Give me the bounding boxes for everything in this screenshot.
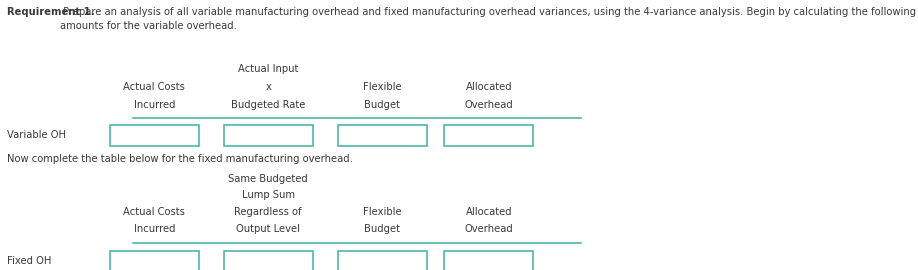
Text: Overhead: Overhead: [465, 100, 513, 110]
Text: Allocated: Allocated: [465, 207, 512, 217]
Text: Actual Costs: Actual Costs: [123, 82, 185, 92]
Text: Allocated: Allocated: [465, 82, 512, 92]
FancyBboxPatch shape: [338, 251, 427, 270]
FancyBboxPatch shape: [224, 251, 313, 270]
Text: Incurred: Incurred: [134, 224, 175, 234]
Text: Requirement 1.: Requirement 1.: [7, 7, 95, 17]
Text: Actual Input: Actual Input: [238, 65, 298, 75]
Text: Fixed OH: Fixed OH: [7, 256, 51, 266]
Text: x: x: [265, 82, 271, 92]
Text: Prepare an analysis of all variable manufacturing overhead and fixed manufacturi: Prepare an analysis of all variable manu…: [61, 7, 916, 31]
FancyBboxPatch shape: [444, 125, 533, 146]
FancyBboxPatch shape: [224, 125, 313, 146]
Text: Output Level: Output Level: [236, 224, 300, 234]
FancyBboxPatch shape: [338, 125, 427, 146]
Text: Budget: Budget: [364, 224, 400, 234]
FancyBboxPatch shape: [444, 251, 533, 270]
Text: Flexible: Flexible: [363, 82, 401, 92]
Text: Budget: Budget: [364, 100, 400, 110]
Text: Flexible: Flexible: [363, 207, 401, 217]
Text: Actual Costs: Actual Costs: [123, 207, 185, 217]
Text: Budgeted Rate: Budgeted Rate: [231, 100, 306, 110]
Text: Incurred: Incurred: [134, 100, 175, 110]
Text: Lump Sum: Lump Sum: [241, 190, 295, 200]
Text: Regardless of: Regardless of: [234, 207, 302, 217]
Text: Now complete the table below for the fixed manufacturing overhead.: Now complete the table below for the fix…: [7, 154, 353, 164]
Text: Same Budgeted: Same Budgeted: [229, 174, 308, 184]
Text: Overhead: Overhead: [465, 224, 513, 234]
Text: Variable OH: Variable OH: [7, 130, 66, 140]
FancyBboxPatch shape: [110, 251, 199, 270]
FancyBboxPatch shape: [110, 125, 199, 146]
